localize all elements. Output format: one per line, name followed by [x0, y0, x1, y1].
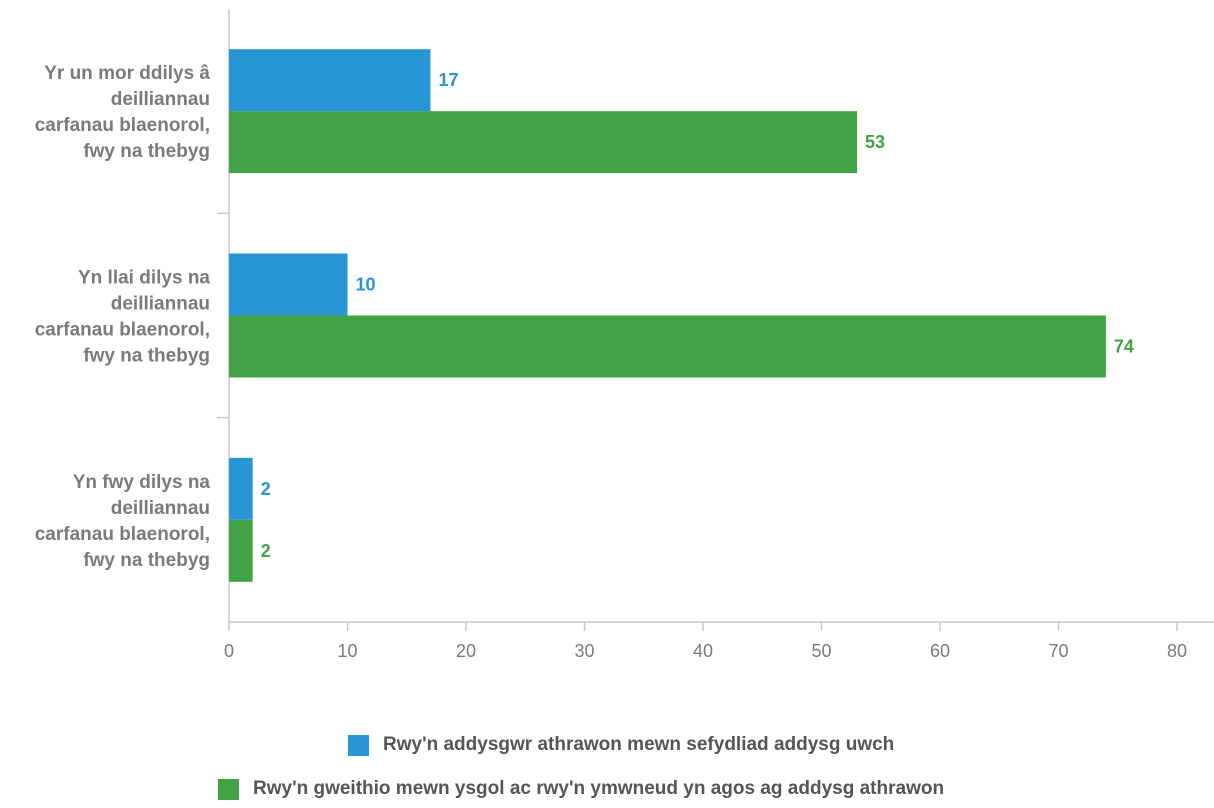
category-label-0: Yr un mor ddilys â deilliannau carfanau bl… [35, 63, 211, 162]
data-label-s0-c0: 17 [438, 70, 458, 90]
x-tick-label-40: 40 [693, 641, 713, 661]
x-tick-label-30: 30 [574, 641, 594, 661]
category-label-2-line-0: Yn fwy dilys na [73, 472, 211, 493]
legend-swatch-educator [348, 734, 369, 756]
x-tick-label-10: 10 [337, 641, 357, 661]
bar-s0-c0 [229, 49, 431, 112]
category-label-1-line-0: Yn llai dilys na [78, 268, 210, 289]
data-label-s1-c0: 53 [865, 132, 885, 152]
data-label-s1-c1: 74 [1114, 337, 1134, 357]
x-tick-label-20: 20 [456, 641, 476, 661]
category-label-2-line-2: carfanau blaenorol, [35, 524, 210, 545]
category-label-0-line-2: carfanau blaenorol, [35, 115, 210, 136]
legend-label-school: Rwy'n gweithio mewn ysgol ac rwy'n ymwne… [253, 778, 945, 799]
bar-s1-c2 [229, 519, 253, 582]
bar-s0-c2 [229, 457, 253, 520]
bar-s1-c1 [229, 315, 1106, 378]
bar-s0-c1 [229, 253, 348, 316]
data-label-s0-c1: 10 [356, 275, 376, 295]
legend-swatch-school [218, 778, 239, 800]
legend-label-educator: Rwy'n addysgwr athrawon mewn sefydliad a… [383, 734, 895, 755]
category-label-0-line-1: deilliannau [111, 89, 210, 110]
x-tick-label-0: 0 [224, 641, 234, 661]
category-label-2: Yn fwy dilys na deilliannau carfanau blaen… [35, 472, 211, 571]
category-label-0-line-3: fwy na thebyg [83, 141, 210, 162]
category-label-1-line-1: deilliannau [111, 294, 210, 315]
bar-s1-c0 [229, 111, 858, 174]
category-label-1-line-3: fwy na thebyg [83, 346, 210, 367]
data-label-s0-c2: 2 [261, 479, 271, 499]
x-tick-label-70: 70 [1048, 641, 1068, 661]
category-label-1-line-2: carfanau blaenorol, [35, 320, 210, 341]
legend-item-school: Rwy'n gweithio mewn ysgol ac rwy'n ymwne… [218, 778, 944, 800]
x-tick-label-80: 80 [1167, 641, 1187, 661]
category-label-1: Yn llai dilys na deilliannau carfanau blae… [35, 268, 211, 367]
data-label-s1-c2: 2 [261, 541, 271, 561]
x-tick-label-60: 60 [930, 641, 950, 661]
category-label-0-line-0: Yr un mor ddilys â [44, 63, 210, 84]
legend-item-educator: Rwy'n addysgwr athrawon mewn sefydliad a… [348, 734, 894, 756]
category-label-2-line-1: deilliannau [111, 498, 210, 519]
category-label-2-line-3: fwy na thebyg [83, 550, 210, 571]
x-tick-label-50: 50 [811, 641, 831, 661]
